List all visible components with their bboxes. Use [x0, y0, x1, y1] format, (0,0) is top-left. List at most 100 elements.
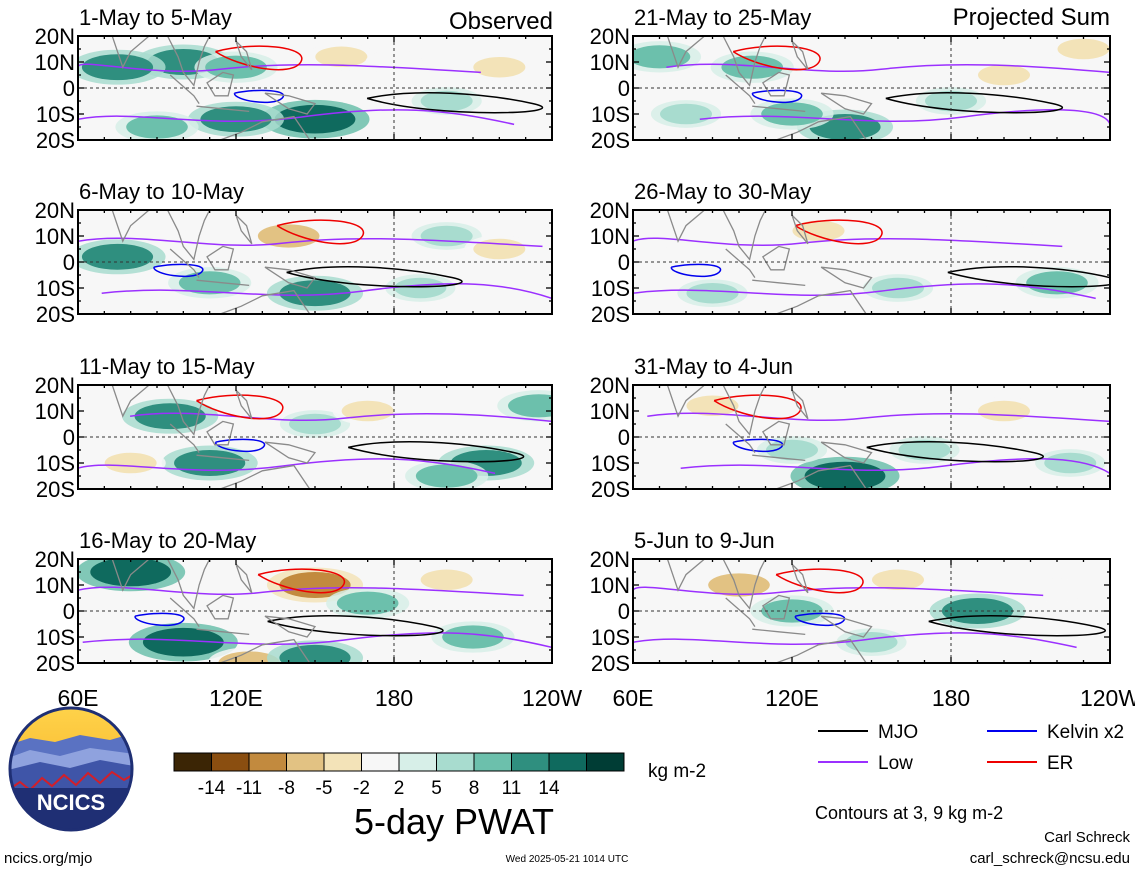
contour-legend: MJO Kelvin x2 Low ER	[818, 722, 1124, 774]
y-tick-label: 20N	[590, 547, 630, 572]
y-tick-label: 20N	[590, 198, 630, 223]
timestamp: Wed 2025-05-21 1014 UTC	[506, 854, 629, 865]
colorbar-swatch	[361, 752, 400, 772]
coastline-java	[196, 279, 250, 287]
coastlines	[111, 210, 317, 314]
coastline-borneo	[761, 420, 791, 446]
anomaly-cell	[274, 104, 356, 134]
contour-line	[866, 441, 1044, 463]
anomaly-cell	[420, 569, 473, 591]
contour-line	[732, 438, 784, 453]
x-tick-label: 180	[375, 685, 413, 711]
anomaly-cell	[978, 64, 1030, 86]
contour-line	[153, 263, 204, 278]
coastline-new-guinea	[264, 441, 317, 464]
coastline-australia	[219, 289, 311, 314]
colorbar-swatch	[473, 752, 512, 772]
colorbar-label: 11	[502, 778, 522, 799]
anomaly-cell	[473, 238, 526, 260]
contour-line	[633, 586, 1044, 597]
x-tick-label: 60E	[613, 685, 654, 711]
contours	[78, 568, 552, 649]
anomaly-cell	[721, 55, 784, 79]
colorbar-label: -2	[353, 778, 370, 799]
anomaly-cell	[660, 103, 712, 125]
author-email: carl_schreck@ncsu.edu	[970, 850, 1130, 867]
y-tick-label: 20N	[35, 198, 75, 223]
anomaly-cell	[134, 403, 206, 430]
x-tick-label: 120E	[209, 685, 263, 711]
coastline-indochina	[166, 385, 211, 436]
colorbar-swatch	[173, 752, 212, 772]
y-tick-label: 0	[63, 599, 75, 624]
colorbar-label: 8	[469, 778, 480, 799]
contours	[78, 219, 552, 300]
y-tick-label: 20S	[591, 302, 630, 327]
contours	[633, 568, 1106, 649]
coastline-australia	[775, 289, 867, 314]
coastline-indochina	[166, 36, 211, 87]
anomaly-cell	[508, 394, 552, 418]
contour-line	[78, 458, 496, 475]
contour-line	[82, 632, 552, 649]
panel-7	[632, 384, 1111, 490]
coastline-new-guinea	[820, 266, 873, 289]
coastline-sumatra	[169, 423, 200, 453]
y-tick-label: 0	[63, 250, 75, 275]
coastline-indochina	[722, 36, 767, 87]
coastline-india	[111, 210, 150, 243]
anomaly-cell	[1035, 581, 1079, 600]
y-tick-label: 20N	[590, 24, 630, 49]
panels-layer	[77, 35, 1111, 664]
y-tick-label: 20N	[590, 373, 630, 398]
panel-2	[77, 209, 553, 315]
coastline-borneo	[761, 245, 791, 271]
coastline-new-guinea	[820, 441, 873, 464]
anomaly-cell	[135, 221, 179, 240]
contour-line	[647, 412, 1110, 423]
contour-line	[267, 614, 444, 637]
anomaly-cell	[982, 227, 1026, 245]
y-tick-label: 20S	[591, 128, 630, 153]
coastlines	[111, 559, 317, 663]
anomaly-cell	[638, 227, 681, 245]
contour-line	[633, 283, 1096, 300]
anomaly-cell	[126, 115, 188, 139]
colorbar-swatch	[436, 752, 475, 772]
coastline-borneo	[206, 420, 235, 446]
anomaly-cell	[1057, 38, 1110, 60]
coastline-australia	[219, 115, 311, 140]
contour-line	[633, 632, 1077, 649]
y-tick-label: 10N	[35, 224, 75, 249]
y-tick-label: 10S	[36, 451, 75, 476]
panel-3	[77, 384, 553, 490]
x-tick-label: 120W	[522, 685, 582, 711]
y-tick-label: 20S	[591, 651, 630, 676]
coastline-australia	[775, 115, 867, 140]
anomaly-cell	[898, 439, 951, 461]
colorbar-swatch	[398, 752, 437, 772]
panel-6	[632, 209, 1111, 315]
y-tick-label: 20S	[36, 128, 75, 153]
legend-label: Low	[878, 753, 913, 774]
y-tick-label: 20S	[36, 477, 75, 502]
coastline-indochina	[166, 559, 211, 610]
anomaly-cell	[845, 631, 898, 653]
contours	[78, 45, 544, 126]
coastline-java	[752, 454, 806, 462]
coastline-australia	[219, 464, 311, 489]
coastline-india	[666, 210, 705, 243]
coastline-borneo	[206, 594, 235, 620]
pwat-anomalies	[633, 216, 1099, 308]
contour-line	[699, 109, 1110, 125]
colorbar-swatch	[586, 752, 625, 772]
y-tick-label: 10S	[36, 102, 75, 127]
contour-line	[286, 265, 463, 288]
anomaly-cell	[279, 644, 351, 663]
y-tick-label: 20N	[35, 24, 75, 49]
coastlines	[111, 385, 317, 489]
anomaly-cell	[279, 280, 351, 307]
contour-line	[78, 109, 515, 126]
y-tick-label: 10S	[591, 276, 630, 301]
